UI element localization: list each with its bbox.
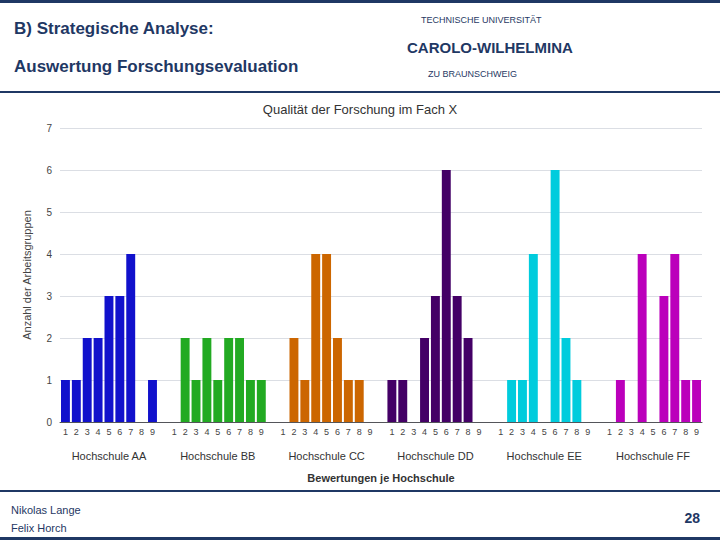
svg-text:5: 5 (651, 427, 656, 437)
svg-text:7: 7 (346, 427, 351, 437)
svg-text:9: 9 (368, 427, 373, 437)
svg-text:7: 7 (672, 427, 677, 437)
svg-text:TECHNISCHE UNIVERSITÄT: TECHNISCHE UNIVERSITÄT (421, 15, 542, 25)
svg-text:7: 7 (237, 427, 242, 437)
svg-text:6: 6 (226, 427, 231, 437)
svg-text:4: 4 (204, 427, 209, 437)
svg-text:8: 8 (357, 427, 362, 437)
svg-text:6: 6 (46, 165, 52, 176)
svg-text:9: 9 (585, 427, 590, 437)
svg-text:3: 3 (302, 427, 307, 437)
svg-text:3: 3 (411, 427, 416, 437)
svg-text:8: 8 (248, 427, 253, 437)
svg-text:0: 0 (46, 417, 52, 428)
svg-text:Hochschule EE: Hochschule EE (507, 450, 582, 462)
svg-text:7: 7 (563, 427, 568, 437)
svg-text:2: 2 (400, 427, 405, 437)
svg-text:6: 6 (444, 427, 449, 437)
svg-text:4: 4 (640, 427, 645, 437)
svg-text:Hochschule FF: Hochschule FF (616, 450, 690, 462)
svg-text:7: 7 (46, 123, 52, 134)
svg-text:5: 5 (215, 427, 220, 437)
svg-text:4: 4 (46, 249, 52, 260)
svg-text:2: 2 (183, 427, 188, 437)
svg-text:1: 1 (63, 427, 68, 437)
svg-text:5: 5 (324, 427, 329, 437)
svg-text:8: 8 (139, 427, 144, 437)
svg-text:3: 3 (520, 427, 525, 437)
svg-text:Hochschule DD: Hochschule DD (397, 450, 473, 462)
svg-text:4: 4 (96, 427, 101, 437)
svg-text:2: 2 (74, 427, 79, 437)
svg-text:2: 2 (618, 427, 623, 437)
svg-text:8: 8 (683, 427, 688, 437)
svg-text:7: 7 (455, 427, 460, 437)
svg-text:5: 5 (46, 207, 52, 218)
svg-text:4: 4 (313, 427, 318, 437)
svg-text:1: 1 (389, 427, 394, 437)
svg-text:3: 3 (85, 427, 90, 437)
svg-text:CAROLO-WILHELMINA: CAROLO-WILHELMINA (407, 39, 573, 56)
svg-text:2: 2 (46, 333, 52, 344)
svg-text:Auswertung Forschungsevaluatio: Auswertung Forschungsevaluation (14, 57, 298, 76)
svg-text:1: 1 (172, 427, 177, 437)
svg-text:3: 3 (629, 427, 634, 437)
svg-text:6: 6 (335, 427, 340, 437)
svg-text:9: 9 (259, 427, 264, 437)
svg-text:Anzahl der Arbeitsgruppen: Anzahl der Arbeitsgruppen (21, 210, 33, 340)
svg-text:Hochschule CC: Hochschule CC (288, 450, 364, 462)
svg-text:7: 7 (128, 427, 133, 437)
svg-text:5: 5 (433, 427, 438, 437)
svg-text:4: 4 (422, 427, 427, 437)
svg-text:5: 5 (106, 427, 111, 437)
svg-text:8: 8 (466, 427, 471, 437)
svg-text:Hochschule BB: Hochschule BB (180, 450, 255, 462)
svg-text:9: 9 (476, 427, 481, 437)
svg-text:6: 6 (553, 427, 558, 437)
svg-text:Nikolas Lange: Nikolas Lange (11, 504, 81, 516)
svg-text:5: 5 (542, 427, 547, 437)
svg-text:1: 1 (607, 427, 612, 437)
svg-text:3: 3 (194, 427, 199, 437)
svg-text:9: 9 (150, 427, 155, 437)
svg-text:1: 1 (46, 375, 52, 386)
svg-text:Bewertungen je Hochschule: Bewertungen je Hochschule (307, 472, 454, 484)
svg-text:2: 2 (509, 427, 514, 437)
svg-text:6: 6 (661, 427, 666, 437)
svg-text:1: 1 (281, 427, 286, 437)
svg-text:6: 6 (117, 427, 122, 437)
svg-text:3: 3 (46, 291, 52, 302)
svg-text:9: 9 (694, 427, 699, 437)
svg-text:1: 1 (498, 427, 503, 437)
svg-text:Felix Horch: Felix Horch (11, 522, 67, 534)
svg-text:4: 4 (531, 427, 536, 437)
svg-text:ZU BRAUNSCHWEIG: ZU BRAUNSCHWEIG (428, 69, 517, 79)
svg-text:8: 8 (574, 427, 579, 437)
svg-text:B) Strategische Analyse:: B) Strategische Analyse: (14, 19, 214, 38)
svg-text:Qualität der Forschung im Fach: Qualität der Forschung im Fach X (263, 102, 458, 117)
svg-text:Hochschule AA: Hochschule AA (72, 450, 147, 462)
svg-text:2: 2 (291, 427, 296, 437)
svg-text:28: 28 (684, 510, 700, 526)
